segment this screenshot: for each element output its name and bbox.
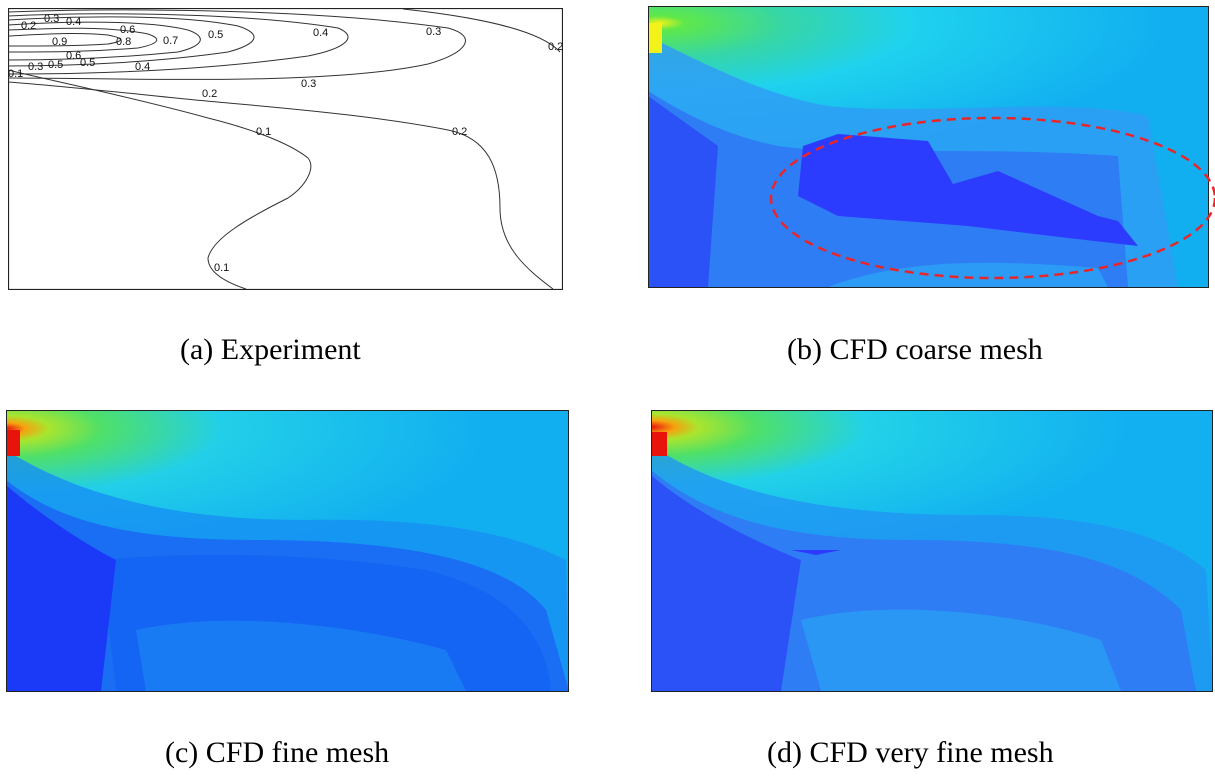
contour-label: 0.5 (48, 59, 63, 71)
highlight-ellipse (769, 116, 1215, 280)
contour-label: 0.2 (452, 126, 467, 138)
caption-coarse-mesh: (b) CFD coarse mesh (787, 333, 1043, 366)
contour-label: 0.7 (163, 35, 178, 47)
contour-label: 0.1 (214, 262, 229, 274)
cfd-coarse-mesh-plot (648, 6, 1215, 295)
caption-very-fine-mesh: (d) CFD very fine mesh (767, 736, 1054, 769)
contour-label: 0.4 (135, 61, 150, 73)
cfd-fine-mesh-plot (6, 410, 571, 694)
contour-label: 0.6 (66, 50, 81, 62)
contour-label: 0.9 (52, 36, 67, 48)
contour-label: 0.2 (21, 20, 36, 32)
experiment-contour-plot: 0.3 0.2 0.4 0.9 0.8 0.6 0.5 0.7 0.5 0.4 … (8, 8, 563, 290)
caption-experiment: (a) Experiment (180, 333, 361, 366)
contour-label: 0.4 (313, 27, 328, 39)
contour-label: 0.3 (28, 61, 43, 73)
contour-label: 0.3 (426, 26, 441, 38)
cfd-very-fine-mesh-plot (651, 410, 1215, 696)
contour-label: 0.2 (202, 88, 217, 100)
contour-label: 0.1 (256, 126, 271, 138)
contour-label: 0.3 (44, 13, 59, 25)
caption-fine-mesh: (c) CFD fine mesh (165, 736, 390, 769)
contour-label: 0.6 (120, 24, 135, 36)
contour-label: 0.1 (8, 68, 23, 80)
contour-label: 0.5 (80, 57, 95, 69)
contour-label: 0.8 (116, 36, 131, 48)
contour-label: 0.2 (548, 41, 563, 53)
contour-label: 0.5 (208, 29, 223, 41)
contour-label: 0.3 (301, 78, 316, 90)
contour-label: 0.4 (66, 16, 81, 28)
